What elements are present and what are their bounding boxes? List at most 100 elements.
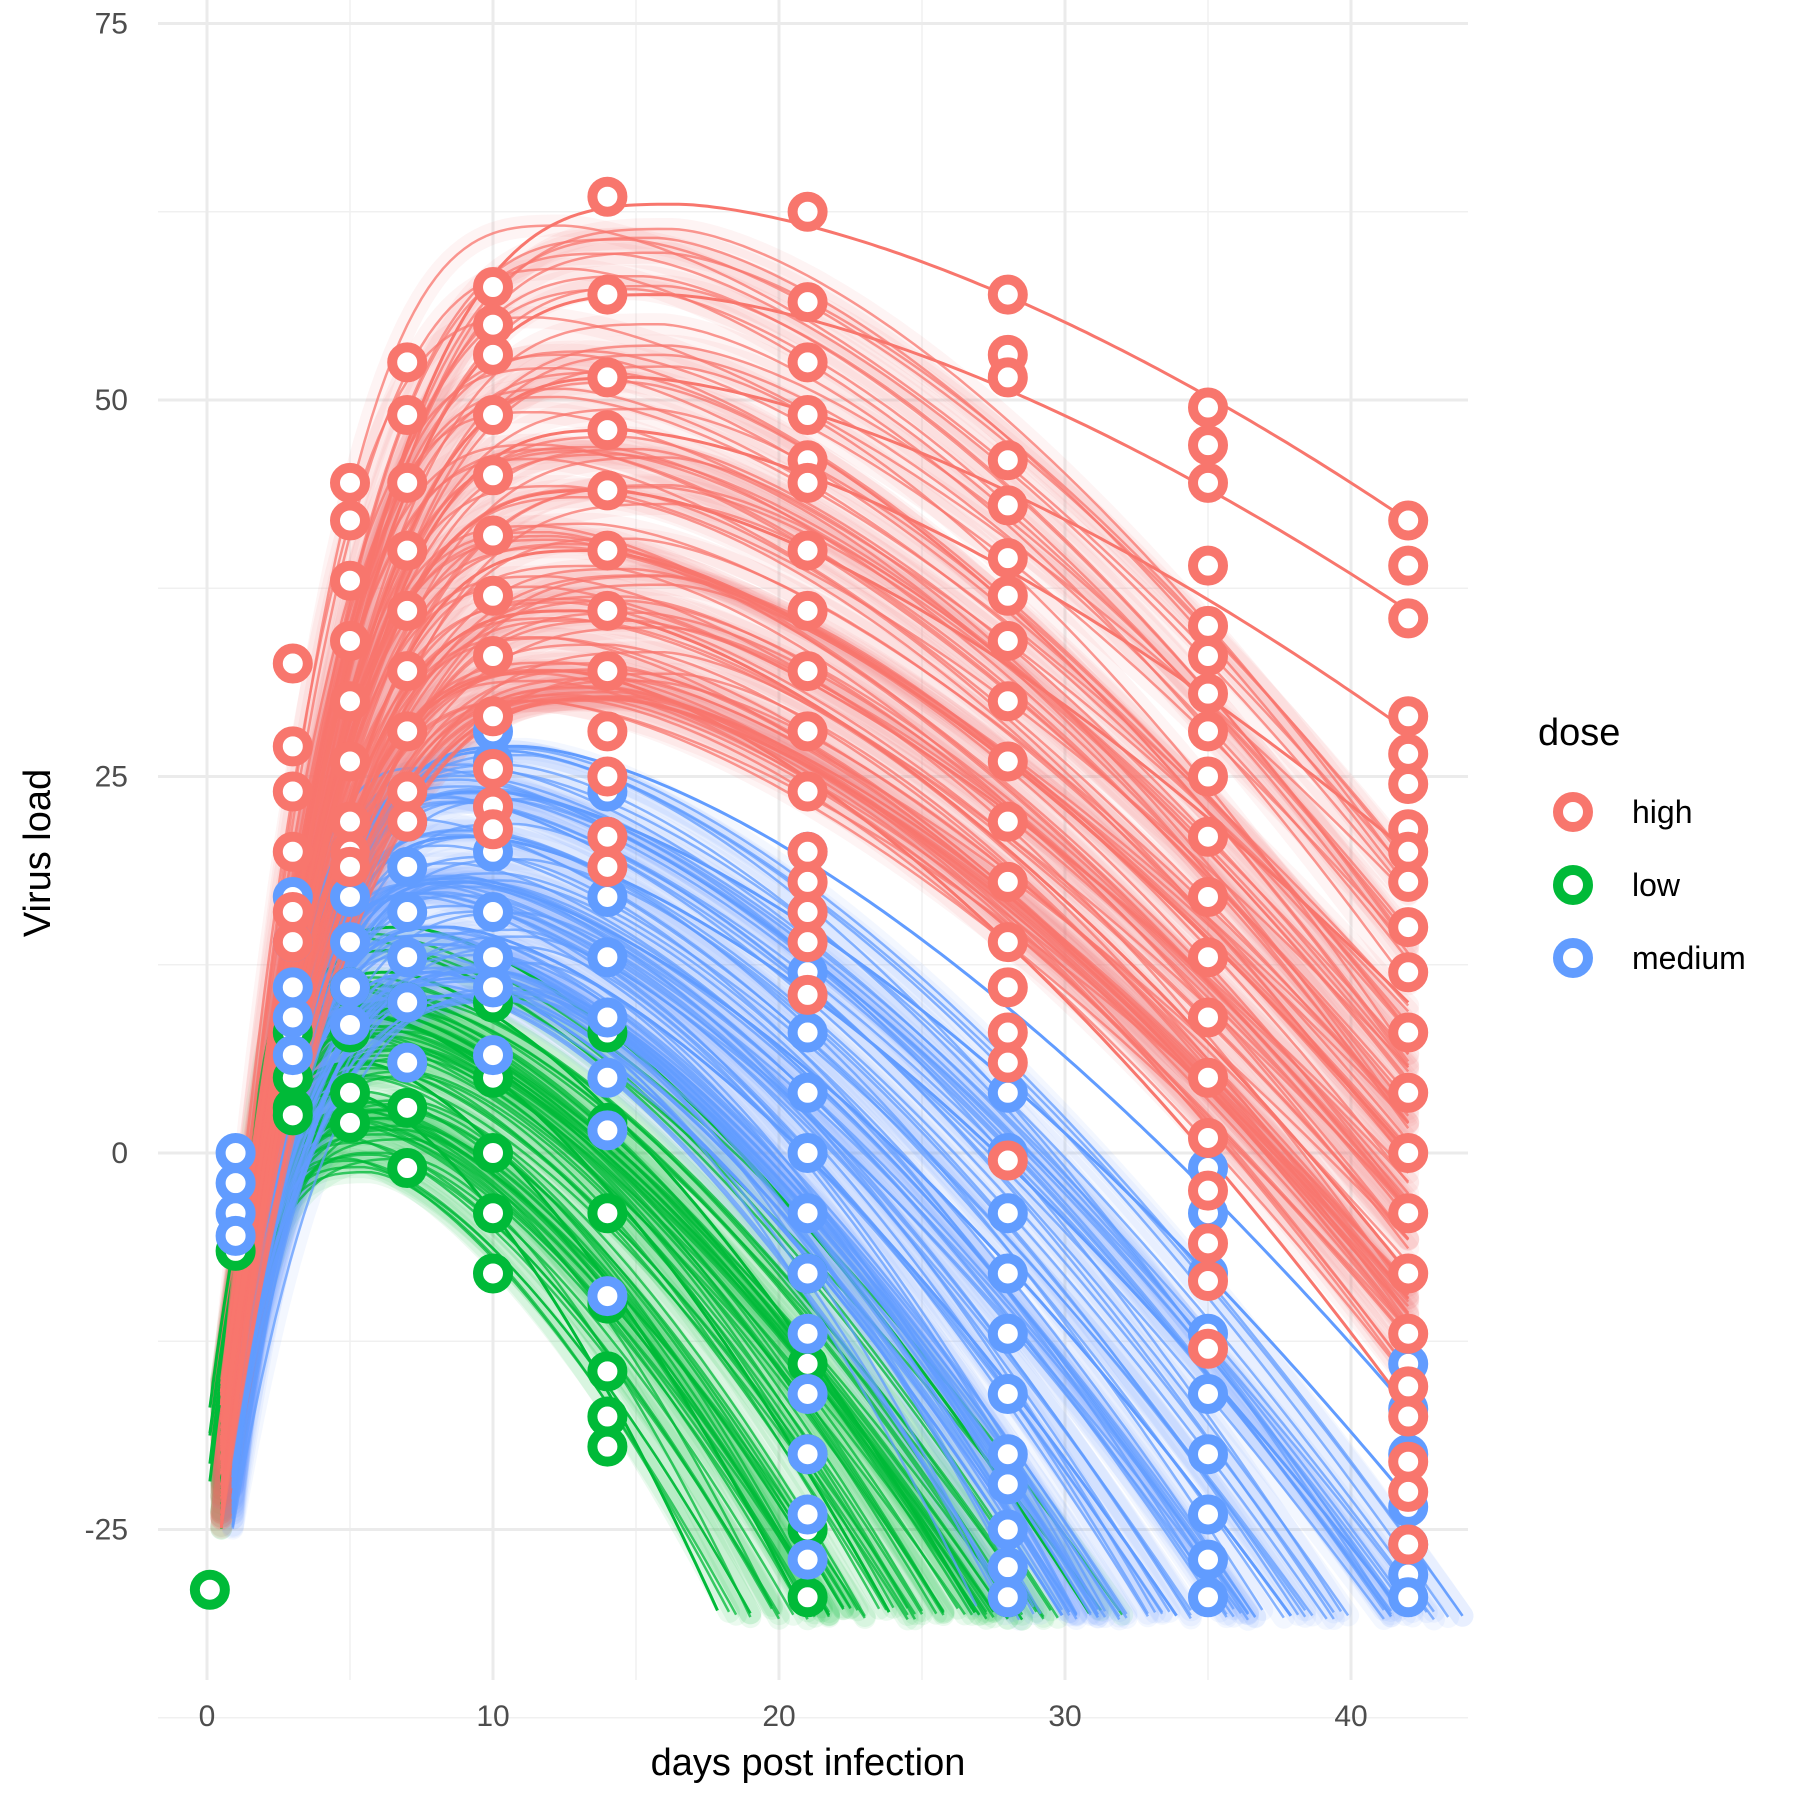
legend-title: dose — [1538, 712, 1620, 754]
data-point-high — [1188, 1057, 1228, 1098]
data-point-high — [787, 771, 828, 812]
data-point-medium — [587, 937, 628, 978]
data-point-high — [1188, 997, 1228, 1038]
data-point-medium — [473, 1035, 513, 1076]
fitted-line-low — [220, 1134, 781, 1615]
data-point-medium — [787, 1072, 828, 1113]
data-point-high — [1388, 861, 1429, 902]
data-point-high — [787, 191, 828, 232]
data-point-high — [272, 922, 313, 963]
fitted-line-low — [220, 1124, 823, 1608]
data-point-medium — [387, 982, 428, 1023]
data-point-high — [387, 530, 428, 571]
x-tick-label: 0 — [199, 1700, 216, 1733]
data-point-medium — [787, 1012, 828, 1053]
y-tick-label: -25 — [85, 1514, 128, 1547]
data-point-high — [587, 651, 628, 692]
data-point-high — [330, 741, 370, 782]
data-point-high — [473, 696, 513, 737]
data-point-high — [787, 462, 828, 503]
fitted-line-low — [220, 1099, 866, 1617]
data-point-medium — [587, 997, 628, 1038]
data-point-medium — [1188, 1434, 1228, 1475]
data-point-medium — [473, 967, 513, 1008]
data-point-high — [1188, 673, 1228, 714]
legend-items: high low medium — [1553, 792, 1746, 978]
legend: dose high low medium — [1538, 712, 1746, 978]
data-point-high — [1188, 545, 1228, 586]
fitted-line-high — [220, 524, 1410, 1519]
data-point-medium — [587, 1057, 628, 1098]
data-point-high — [787, 651, 828, 692]
data-point-high — [987, 967, 1028, 1008]
x-tick-label: 10 — [476, 1700, 509, 1733]
data-point-high — [787, 530, 828, 571]
data-point-high — [1188, 462, 1228, 503]
data-point-medium — [787, 1539, 828, 1580]
data-point-high — [387, 395, 428, 436]
data-point-high — [1188, 816, 1228, 857]
data-point-high — [1188, 756, 1228, 797]
data-point-medium — [787, 1253, 828, 1294]
data-point-high — [587, 176, 628, 217]
data-point-high — [1188, 425, 1228, 466]
data-point-medium — [987, 1509, 1028, 1550]
data-point-high — [272, 771, 313, 812]
data-point-medium — [387, 892, 428, 933]
data-point-high — [1388, 545, 1429, 586]
data-point-low — [473, 1133, 513, 1173]
fitted-line-medium — [231, 935, 1149, 1615]
data-point-medium — [787, 1494, 828, 1535]
data-point-high — [987, 1042, 1028, 1083]
data-point-high — [1188, 1117, 1228, 1158]
data-point-high — [473, 455, 513, 496]
data-point-low — [787, 1577, 828, 1618]
data-point-high — [1388, 1133, 1429, 1173]
data-point-medium — [987, 1464, 1028, 1505]
data-point-high — [387, 651, 428, 692]
legend-key-high — [1553, 792, 1593, 832]
data-point-high — [587, 711, 628, 752]
fitted-line-medium — [231, 747, 1464, 1617]
data-point-high — [272, 831, 313, 872]
fitted-line-low — [220, 1125, 831, 1613]
data-point-high — [1388, 1012, 1429, 1053]
data-point-medium — [787, 1434, 828, 1475]
data-point-high — [987, 440, 1028, 481]
data-point-high — [387, 590, 428, 631]
data-point-medium — [1388, 1577, 1429, 1618]
data-point-high — [587, 756, 628, 797]
fitted-line-medium — [231, 925, 1121, 1621]
x-tick-label: 30 — [1048, 1700, 1081, 1733]
data-point-high — [1188, 937, 1228, 978]
data-point-high — [987, 620, 1028, 661]
fitted-line-high — [220, 530, 1410, 1496]
data-point-high — [1188, 1261, 1228, 1302]
y-tick-label: 75 — [95, 8, 128, 41]
data-point-high — [473, 515, 513, 556]
data-point-high — [330, 462, 370, 503]
fitted-line-medium — [231, 969, 1092, 1616]
data-point-medium — [272, 1035, 313, 1076]
data-point-high — [473, 267, 513, 308]
data-point-high — [987, 922, 1028, 963]
data-point-medium — [330, 967, 370, 1008]
data-point-high — [787, 711, 828, 752]
data-point-medium — [787, 1373, 828, 1414]
data-point-medium — [987, 1373, 1028, 1414]
data-point-low — [473, 1253, 513, 1294]
trajectory-line-medium — [231, 880, 1293, 1617]
data-point-high — [473, 636, 513, 677]
data-point-high — [473, 395, 513, 436]
data-point-high — [1388, 1396, 1429, 1437]
y-tick-label: 0 — [111, 1137, 128, 1170]
data-point-low — [587, 1351, 628, 1392]
data-point-low — [330, 1102, 370, 1143]
data-point-high — [787, 590, 828, 631]
fitted-line-medium — [231, 969, 1099, 1618]
data-point-high — [387, 342, 428, 383]
data-point-high — [987, 1140, 1028, 1181]
x-tick-label: 40 — [1334, 1700, 1367, 1733]
data-point-medium — [1188, 1373, 1228, 1414]
fitted-line-medium — [231, 953, 1099, 1616]
